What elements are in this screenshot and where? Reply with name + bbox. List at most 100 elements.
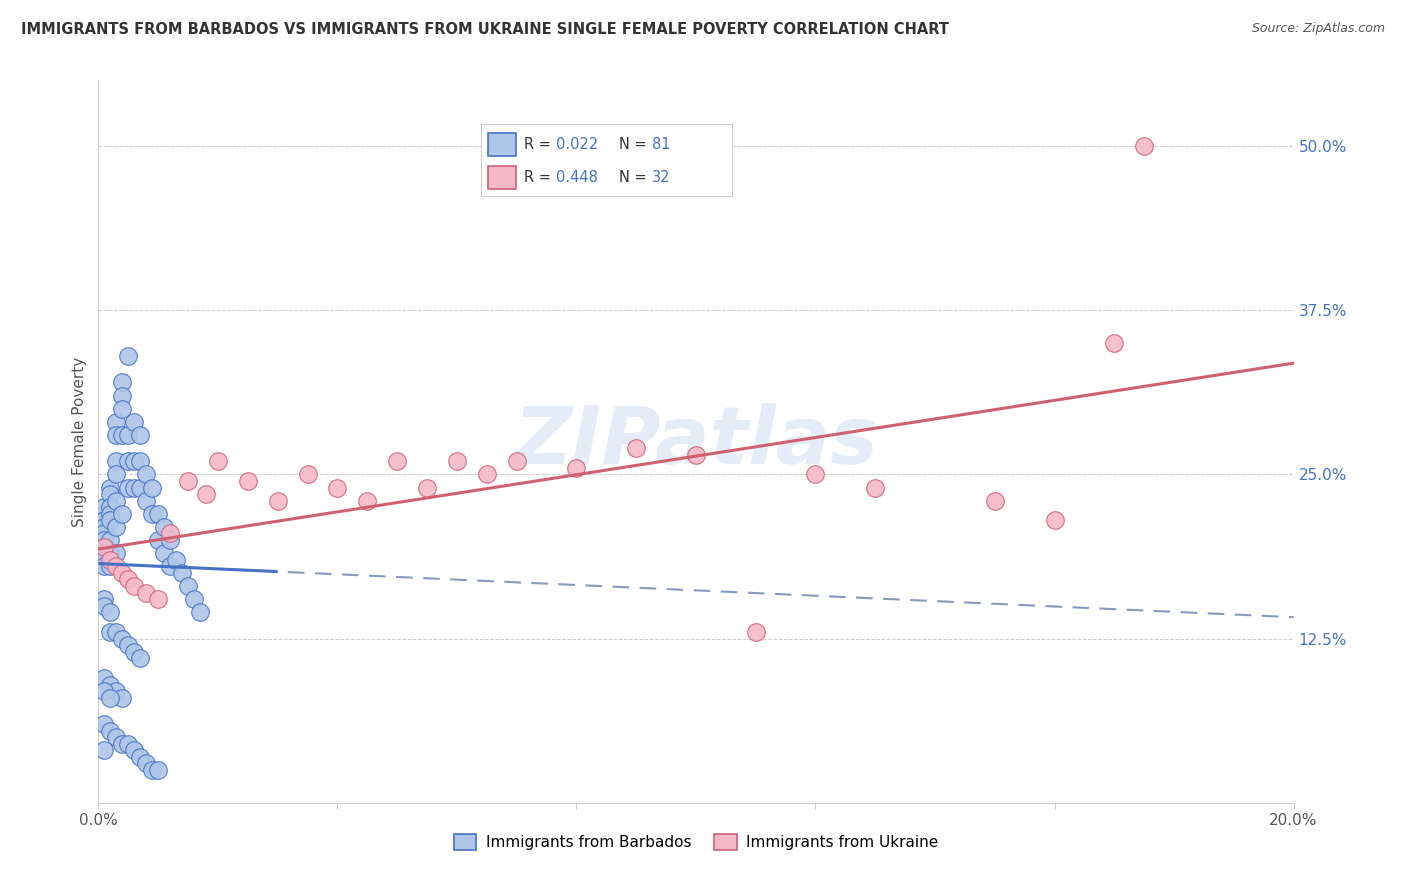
Point	[135, 493, 157, 508]
Point	[207, 454, 229, 468]
Point	[984, 493, 1007, 508]
Text: 32: 32	[651, 169, 671, 185]
Point	[385, 454, 409, 468]
Bar	[488, 133, 516, 156]
Point	[93, 671, 115, 685]
Point	[326, 481, 349, 495]
Point	[188, 605, 211, 619]
Point	[93, 533, 115, 547]
Point	[111, 428, 134, 442]
Point	[98, 559, 122, 574]
Point	[98, 677, 122, 691]
Point	[111, 388, 134, 402]
Point	[93, 526, 115, 541]
Text: R =: R =	[523, 169, 555, 185]
Point	[98, 500, 122, 515]
Point	[124, 743, 146, 757]
Point	[1104, 336, 1126, 351]
Point	[111, 632, 134, 646]
Point	[148, 763, 170, 777]
Point	[117, 454, 139, 468]
Point	[117, 737, 139, 751]
Point	[153, 520, 176, 534]
Point	[93, 599, 115, 613]
Point	[141, 507, 163, 521]
Point	[98, 553, 122, 567]
Point	[183, 592, 205, 607]
Text: N =: N =	[619, 137, 651, 152]
Point	[105, 559, 128, 574]
Text: ZIPatlas: ZIPatlas	[513, 402, 879, 481]
Point	[1133, 139, 1156, 153]
Point	[141, 481, 163, 495]
Point	[135, 467, 157, 482]
Point	[685, 448, 707, 462]
Point	[804, 467, 827, 482]
Point	[117, 349, 139, 363]
Text: N =: N =	[619, 169, 651, 185]
Point	[105, 415, 128, 429]
Point	[111, 566, 134, 580]
Point	[98, 481, 122, 495]
Point	[105, 428, 128, 442]
Legend: Immigrants from Barbados, Immigrants from Ukraine: Immigrants from Barbados, Immigrants fro…	[447, 829, 945, 856]
Point	[124, 645, 146, 659]
Point	[148, 507, 170, 521]
Point	[159, 533, 181, 547]
Point	[356, 493, 378, 508]
Text: 0.022: 0.022	[557, 137, 599, 152]
Point	[98, 605, 122, 619]
Point	[111, 690, 134, 705]
Point	[129, 481, 152, 495]
Point	[117, 638, 139, 652]
Point	[124, 481, 146, 495]
Point	[1043, 513, 1066, 527]
Point	[93, 684, 115, 698]
Text: Source: ZipAtlas.com: Source: ZipAtlas.com	[1251, 22, 1385, 36]
Point	[159, 526, 181, 541]
Point	[267, 493, 290, 508]
Point	[93, 507, 115, 521]
Point	[124, 579, 146, 593]
Point	[124, 415, 146, 429]
Point	[177, 579, 200, 593]
Point	[159, 559, 181, 574]
Text: 81: 81	[651, 137, 671, 152]
Point	[148, 592, 170, 607]
Point	[98, 690, 122, 705]
Point	[165, 553, 187, 567]
Point	[626, 441, 648, 455]
Point	[236, 474, 259, 488]
Point	[172, 566, 194, 580]
Point	[124, 454, 146, 468]
Point	[93, 717, 115, 731]
Point	[117, 428, 139, 442]
Point	[506, 454, 529, 468]
Point	[93, 540, 115, 554]
Point	[195, 487, 218, 501]
Point	[105, 493, 128, 508]
Point	[98, 513, 122, 527]
Point	[98, 507, 122, 521]
Point	[141, 763, 163, 777]
Y-axis label: Single Female Poverty: Single Female Poverty	[72, 357, 87, 526]
Point	[129, 454, 152, 468]
Point	[177, 474, 200, 488]
Point	[105, 467, 128, 482]
Point	[105, 520, 128, 534]
Point	[117, 573, 139, 587]
Bar	[488, 166, 516, 189]
Point	[117, 481, 139, 495]
Point	[446, 454, 468, 468]
Point	[865, 481, 887, 495]
Point	[93, 513, 115, 527]
Point	[105, 625, 128, 640]
Point	[129, 749, 152, 764]
Point	[93, 553, 115, 567]
Point	[98, 533, 122, 547]
Point	[93, 559, 115, 574]
Point	[416, 481, 439, 495]
Point	[93, 500, 115, 515]
Point	[105, 546, 128, 560]
Point	[475, 467, 498, 482]
